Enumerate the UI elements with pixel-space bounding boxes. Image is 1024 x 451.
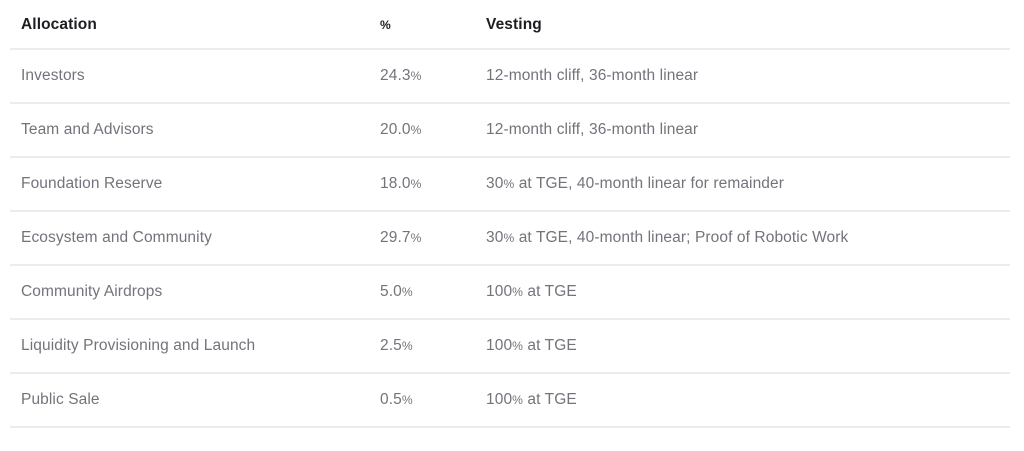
token-allocation-section: Allocation % Vesting Investors 24.3% 12-… xyxy=(10,2,1010,428)
percent-sign: % xyxy=(503,231,515,245)
column-header-vesting: Vesting xyxy=(486,2,1010,50)
vesting-cell: 12-month cliff, 36-month linear xyxy=(486,103,1010,158)
percent-cell: 24.3% xyxy=(380,49,486,104)
table-row: Ecosystem and Community 29.7% 30% at TGE… xyxy=(10,211,1010,266)
percent-sign: % xyxy=(410,231,422,245)
table-row: Foundation Reserve 18.0% 30% at TGE, 40-… xyxy=(10,157,1010,212)
percent-sign: % xyxy=(410,177,422,191)
column-header-allocation: Allocation xyxy=(10,2,380,50)
table-header: Allocation % Vesting xyxy=(10,2,1010,50)
table-row: Community Airdrops 5.0% 100% at TGE xyxy=(10,265,1010,320)
vesting-cell: 100% at TGE xyxy=(486,265,1010,320)
percent-cell: 20.0% xyxy=(380,103,486,158)
vesting-cell: 30% at TGE, 40-month linear; Proof of Ro… xyxy=(486,211,1010,266)
token-allocation-table: Allocation % Vesting Investors 24.3% 12-… xyxy=(10,2,1010,428)
table-row: Investors 24.3% 12-month cliff, 36-month… xyxy=(10,49,1010,104)
table-row: Public Sale 0.5% 100% at TGE xyxy=(10,373,1010,428)
allocation-cell: Public Sale xyxy=(10,373,380,428)
allocation-cell: Team and Advisors xyxy=(10,103,380,158)
percent-cell: 0.5% xyxy=(380,373,486,428)
percent-cell: 2.5% xyxy=(380,319,486,374)
percent-sign: % xyxy=(410,69,422,83)
percent-sign: % xyxy=(512,339,524,353)
allocation-cell: Investors xyxy=(10,49,380,104)
table-row: Liquidity Provisioning and Launch 2.5% 1… xyxy=(10,319,1010,374)
percent-sign: % xyxy=(410,123,422,137)
vesting-cell: 100% at TGE xyxy=(486,373,1010,428)
table-body: Investors 24.3% 12-month cliff, 36-month… xyxy=(10,49,1010,428)
vesting-cell: 30% at TGE, 40-month linear for remainde… xyxy=(486,157,1010,212)
percent-sign: % xyxy=(512,393,524,407)
percent-sign: % xyxy=(512,285,524,299)
table-row: Team and Advisors 20.0% 12-month cliff, … xyxy=(10,103,1010,158)
percent-sign: % xyxy=(503,177,515,191)
header-row: Allocation % Vesting xyxy=(10,2,1010,50)
percent-cell: 5.0% xyxy=(380,265,486,320)
allocation-cell: Community Airdrops xyxy=(10,265,380,320)
percent-sign: % xyxy=(380,18,391,32)
vesting-cell: 12-month cliff, 36-month linear xyxy=(486,49,1010,104)
percent-sign: % xyxy=(401,339,413,353)
percent-cell: 18.0% xyxy=(380,157,486,212)
percent-cell: 29.7% xyxy=(380,211,486,266)
allocation-cell: Foundation Reserve xyxy=(10,157,380,212)
vesting-cell: 100% at TGE xyxy=(486,319,1010,374)
percent-sign: % xyxy=(401,393,413,407)
allocation-cell: Liquidity Provisioning and Launch xyxy=(10,319,380,374)
allocation-cell: Ecosystem and Community xyxy=(10,211,380,266)
percent-sign: % xyxy=(401,285,413,299)
column-header-percent: % xyxy=(380,2,486,50)
